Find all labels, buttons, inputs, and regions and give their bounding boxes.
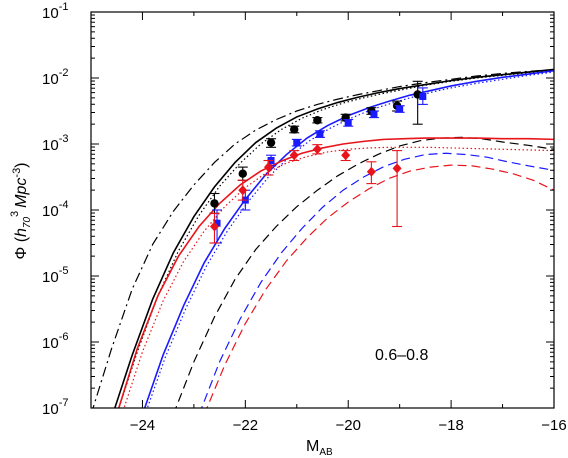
- x-tick-label: −24: [130, 417, 155, 434]
- y-tick-label: 10-1: [42, 1, 68, 22]
- x-tick-label: −18: [438, 417, 463, 434]
- y-tick-label-base: 10: [42, 71, 59, 88]
- data-point-red-diamond: [263, 162, 273, 173]
- data-point-red-diamond: [366, 166, 376, 177]
- data-point-blue-square: [419, 92, 427, 100]
- x-axis-title-main: M: [306, 438, 319, 455]
- series-line-blue-dashed: [200, 152, 554, 408]
- series-line-black-dotted: [118, 69, 554, 408]
- points-layer: [209, 80, 428, 244]
- y-tick-label-exponent: -5: [59, 265, 69, 277]
- y-tick-label-exponent: -6: [59, 331, 69, 343]
- data-point-black-circle: [313, 116, 322, 125]
- data-point-blue-square: [213, 219, 221, 227]
- y-tick-label-base: 10: [42, 203, 59, 220]
- y-tick-label-exponent: -4: [59, 199, 69, 211]
- series-line-black-dashed: [175, 136, 554, 408]
- plot-area: −24 −22 −20 −18 −1610-710-610-510-410-310-21…: [42, 1, 567, 434]
- y-tick-label-base: 10: [42, 401, 59, 418]
- data-point-blue-square: [316, 130, 324, 138]
- series-line-black-solid: [113, 68, 554, 408]
- data-point-red-diamond: [312, 144, 322, 155]
- y-tick-label-base: 10: [42, 269, 59, 286]
- y-axis-title-close: ): [13, 162, 30, 167]
- series-line-black-dashdot: [92, 68, 554, 408]
- y-axis-title-unit-sup: -3: [11, 168, 23, 178]
- y-tick-label: 10-3: [42, 133, 68, 154]
- y-tick-label: 10-5: [42, 265, 68, 286]
- data-point-red-diamond: [209, 221, 219, 232]
- ticks-layer: −24 −22 −20 −18 −1610-710-610-510-410-310-21…: [42, 1, 567, 434]
- y-tick-label-exponent: -2: [59, 67, 69, 79]
- series-layer: [92, 68, 554, 408]
- data-point-black-circle: [266, 138, 276, 147]
- y-axis-title-open: (: [13, 236, 30, 242]
- plot-frame: [90, 11, 555, 409]
- series-line-blue-dotted: [146, 71, 554, 408]
- data-point-black-circle: [238, 169, 247, 178]
- y-axis-title-unit: Mpc: [13, 178, 30, 208]
- x-axis-title-sub: AB: [319, 447, 333, 458]
- series-line-red-solid: [117, 137, 554, 408]
- series-line-red-dotted: [123, 146, 554, 408]
- data-point-blue-square: [370, 110, 378, 118]
- y-tick-label-exponent: -3: [59, 133, 69, 145]
- data-point-red-diamond: [392, 163, 402, 174]
- x-tick-label: −16: [541, 417, 566, 434]
- y-tick-label-exponent: -7: [59, 397, 69, 409]
- series-line-blue-solid: [143, 69, 554, 408]
- y-axis-title: Φ (h703 Mpc-3): [9, 162, 33, 259]
- x-tick-label: −20: [335, 417, 360, 434]
- y-tick-label-base: 10: [42, 335, 59, 352]
- y-tick-label: 10-7: [42, 397, 68, 418]
- data-point-black-circle: [210, 199, 219, 208]
- data-point-red-diamond: [289, 150, 299, 161]
- y-tick-label: 10-6: [42, 331, 68, 352]
- y-axis-title-h-sup: 3: [9, 211, 21, 217]
- data-point-blue-square: [344, 119, 352, 127]
- y-axis-title-h: h: [13, 228, 30, 237]
- series-line-red-dashed: [206, 164, 554, 408]
- redshift-annotation: 0.6–0.8: [375, 347, 428, 364]
- y-axis-title-h-sub: 70: [22, 217, 33, 229]
- data-point-black-circle: [290, 125, 299, 134]
- data-point-red-diamond: [341, 150, 351, 161]
- y-tick-label-base: 10: [42, 137, 59, 154]
- data-point-blue-square: [293, 139, 301, 147]
- y-tick-label: 10-4: [42, 199, 68, 220]
- x-tick-label: −22: [233, 417, 258, 434]
- y-tick-label: 10-2: [42, 67, 68, 88]
- y-tick-label-exponent: -1: [59, 1, 69, 13]
- y-tick-label-base: 10: [42, 5, 59, 22]
- x-axis-title: MAB: [306, 438, 333, 458]
- data-point-red-diamond: [238, 185, 248, 196]
- data-point-blue-square: [396, 105, 404, 113]
- y-axis-title-phi: Φ: [13, 247, 30, 260]
